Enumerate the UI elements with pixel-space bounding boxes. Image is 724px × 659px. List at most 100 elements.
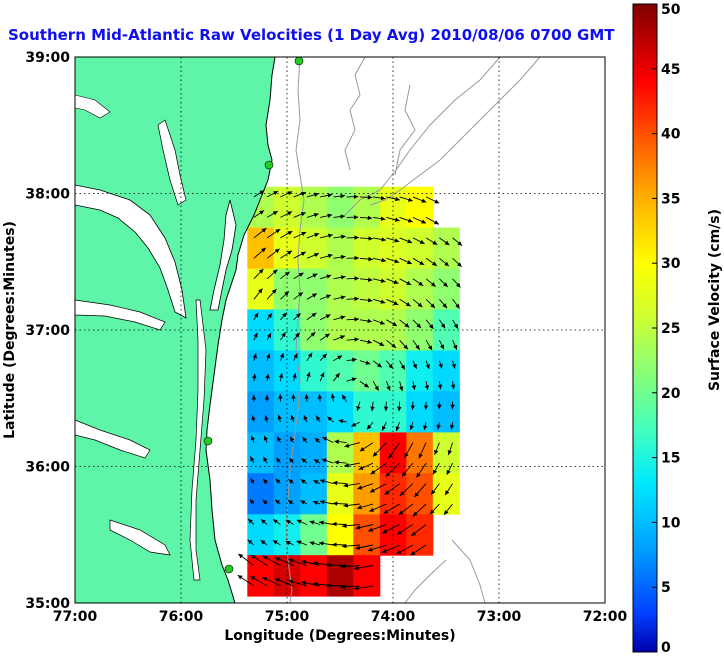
velocity-arrow [425,257,438,267]
velocity-arrow [262,576,281,587]
velocity-arrow [416,462,427,478]
velocity-arrow [359,195,373,200]
velocity-arrow [262,456,268,464]
velocity-arrow [366,421,374,430]
velocity-arrow [399,196,413,202]
colorbar-tick-label: 15 [661,451,680,467]
velocity-arrow [399,319,410,328]
velocity-arrow [300,500,308,505]
velocity-arrow [306,252,320,259]
velocity-arrow [399,257,413,265]
velocity-arrow [396,544,414,555]
velocity-arrow [250,478,255,484]
velocity-arrow [383,503,400,514]
colorbar-tick-label: 35 [661,191,680,207]
velocity-arrow [399,339,409,350]
velocity-arrow [386,360,394,369]
velocity-arrow [278,373,284,382]
velocity-arrow [411,381,416,390]
speed-cell [326,227,354,269]
velocity-arrow [340,564,360,569]
velocity-arrow [412,503,427,517]
velocity-arrow [395,421,401,432]
velocity-arrow [266,210,279,218]
velocity-arrow [306,352,313,361]
velocity-arrow [315,415,321,423]
speed-cell [353,227,381,269]
velocity-arrow [373,216,386,221]
velocity-arrow [341,523,360,529]
velocity-arrow [264,415,269,423]
velocity-arrow [333,214,346,219]
velocity-arrow [249,499,255,505]
velocity-arrow [346,317,360,322]
velocity-arrow [247,518,255,525]
station-marker [294,57,304,66]
velocity-arrow [452,299,461,309]
velocity-arrow [333,234,346,240]
velocity-arrow [343,503,360,508]
velocity-arrow [373,257,387,263]
velocity-arrow [250,575,268,587]
velocity-arrow [253,312,259,321]
velocity-arrow [317,394,323,402]
speed-cell [406,473,434,515]
velocity-arrow [358,462,374,471]
velocity-arrow [293,251,307,259]
velocity-arrow [280,331,286,341]
velocity-arrow [237,574,255,587]
station-marker [264,160,274,170]
velocity-arrow [367,544,387,552]
velocity-arrow [238,553,255,566]
speed-cell [406,186,434,229]
velocity-arrow [266,190,279,198]
velocity-arrow [388,442,400,459]
velocity-arrow [260,539,268,546]
velocity-arrow [318,541,334,546]
velocity-arrow [293,272,304,280]
velocity-arrow [325,583,347,588]
velocity-arrow [372,442,387,457]
velocity-arrow [293,312,301,321]
velocity-arrow [253,190,265,198]
velocity-arrow [312,500,321,506]
velocity-arrow [319,499,334,505]
velocity-arrow [399,483,414,497]
velocity-arrow [333,254,346,260]
x-tick-label: 77:00 [53,609,98,625]
x-tick-label: 76:00 [159,609,204,625]
velocity-arrow [438,360,443,369]
velocity-arrow [253,332,258,341]
velocity-arrow [444,483,453,496]
velocity-arrow [381,544,400,554]
velocity-arrow [399,216,413,223]
velocity-arrow [322,436,334,444]
velocity-arrow [320,193,333,198]
velocity-arrow [306,331,316,341]
velocity-arrow [320,213,333,218]
velocity-arrow [372,319,385,325]
velocity-arrow [280,312,288,321]
velocity-arrow [253,227,267,239]
velocity-arrow [341,394,347,402]
velocity-arrow [319,479,334,485]
velocity-arrow [334,460,347,465]
velocity-arrow [434,442,440,455]
velocity-arrow [309,541,321,546]
velocity-arrow [279,352,284,361]
velocity-arrow [280,211,293,218]
velocity-arrow [370,462,387,475]
speed-cell [326,473,354,515]
velocity-arrow [346,377,357,382]
speed-cell [326,268,354,310]
velocity-arrow [293,353,298,361]
velocity-arrow [333,193,346,199]
velocity-arrow [252,373,257,382]
velocity-arrow [399,298,411,307]
velocity-arrow [436,422,441,430]
velocity-arrow [359,360,371,365]
velocity-arrow [285,540,294,546]
velocity-arrow [280,230,293,239]
velocity-arrow [386,237,400,243]
velocity-arrow [439,237,450,246]
